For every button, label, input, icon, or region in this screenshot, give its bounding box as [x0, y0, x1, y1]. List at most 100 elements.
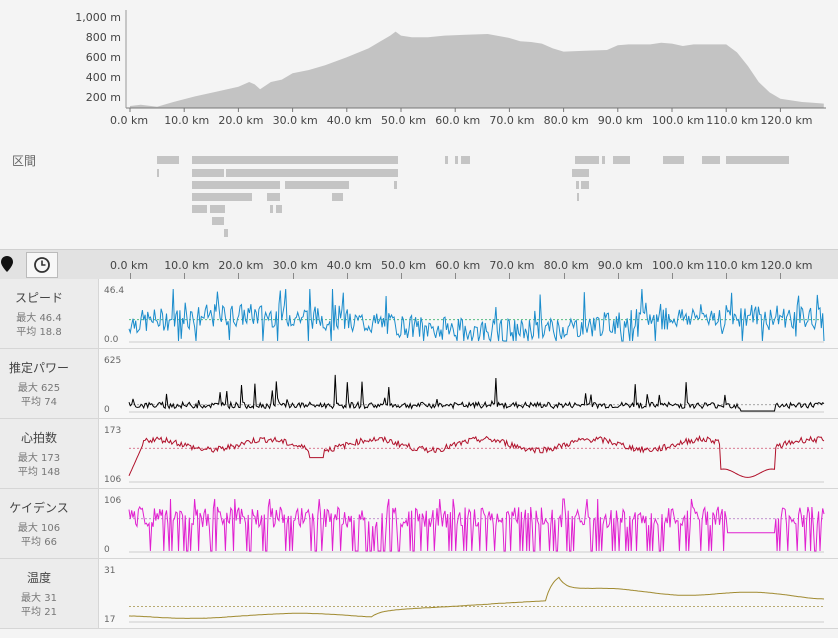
elevation-x-tick-label: 30.0 km: [272, 114, 318, 127]
segment-bar[interactable]: [455, 156, 458, 164]
distance-axis-tick-label: 10.0 km: [164, 259, 210, 272]
elevation-x-tick-label: 20.0 km: [218, 114, 264, 127]
distance-axis-tick-label: 30.0 km: [272, 259, 318, 272]
metric-y-bottom: 0: [104, 405, 110, 415]
elevation-x-tick-label: 100.0 km: [652, 114, 705, 127]
elevation-x-tick-label: 0.0 km: [110, 114, 149, 127]
segment-bar[interactable]: [192, 205, 207, 213]
metric-avg: 平均 66: [21, 537, 57, 548]
metric-plot[interactable]: 173 106: [99, 419, 838, 488]
distance-axis-tick: [780, 273, 782, 279]
segment-bar[interactable]: [332, 193, 343, 201]
segment-bar[interactable]: [285, 181, 349, 189]
distance-axis-tick-label: 20.0 km: [218, 259, 264, 272]
metric-trace: [128, 434, 825, 478]
segment-bar[interactable]: [575, 156, 599, 164]
metric-trace-plot: [128, 498, 825, 553]
time-mode-button[interactable]: [26, 252, 58, 278]
segment-bar[interactable]: [192, 156, 398, 164]
elevation-x-tick-label: 90.0 km: [597, 114, 643, 127]
metric-row-temperature: 温度 最大 31 平均 21 31 17: [0, 559, 838, 629]
segment-bar[interactable]: [362, 169, 398, 177]
elevation-y-tick-label: 400 m: [85, 71, 121, 84]
segment-bar[interactable]: [577, 193, 579, 201]
map-pin-icon: [1, 256, 13, 272]
metric-y-bottom: 0: [104, 545, 110, 555]
segment-bar[interactable]: [702, 156, 720, 164]
metric-plot[interactable]: 46.4 0.0: [99, 279, 838, 348]
metric-row-power: 推定パワー 最大 625 平均 74 625 0: [0, 349, 838, 419]
segment-bar[interactable]: [192, 181, 280, 189]
segment-bar[interactable]: [192, 169, 224, 177]
segment-bar[interactable]: [726, 156, 789, 164]
segment-bar[interactable]: [212, 217, 224, 225]
distance-axis-tick-label: 50.0 km: [381, 259, 427, 272]
segment-bar[interactable]: [572, 169, 589, 177]
elevation-y-tick-label: 600 m: [85, 51, 121, 64]
metric-max: 最大 31: [21, 593, 57, 604]
segment-bar[interactable]: [270, 205, 273, 213]
distance-axis-tick-label: 90.0 km: [597, 259, 643, 272]
metric-avg: 平均 21: [21, 607, 57, 618]
distance-axis-tick: [238, 273, 240, 279]
segment-bar[interactable]: [394, 181, 397, 189]
distance-axis-tick: [184, 273, 186, 279]
elevation-x-tick-label: 80.0 km: [543, 114, 589, 127]
metric-max: 最大 106: [17, 523, 61, 534]
segment-bar[interactable]: [581, 181, 589, 189]
elevation-x-tick-label: 70.0 km: [489, 114, 535, 127]
segment-bar[interactable]: [576, 181, 579, 189]
segment-bar[interactable]: [602, 156, 605, 164]
elevation-y-tick-label: 1,000 m: [75, 11, 121, 24]
distance-axis-tick: [455, 273, 457, 279]
elevation-y-tick-label: 800 m: [85, 31, 121, 44]
distance-axis-tick: [617, 273, 619, 279]
metric-trace: [128, 498, 825, 552]
metric-label-panel: 推定パワー 最大 625 平均 74: [0, 349, 99, 418]
segment-bar[interactable]: [276, 205, 282, 213]
metric-avg: 平均 18.8: [16, 327, 62, 338]
segment-bar[interactable]: [445, 156, 448, 164]
segment-bar[interactable]: [157, 169, 159, 177]
metric-max: 最大 173: [17, 453, 61, 464]
metric-name: スピード: [14, 291, 63, 305]
distance-axis-tick: [346, 273, 348, 279]
metric-y-top: 173: [104, 426, 122, 436]
segment-bar[interactable]: [663, 156, 684, 164]
distance-axis-tick-label: 120.0 km: [760, 259, 813, 272]
segment-bar[interactable]: [267, 193, 280, 201]
segment-bar[interactable]: [192, 193, 252, 201]
metric-row-heart-rate: 心拍数 最大 173 平均 148 173 106: [0, 419, 838, 489]
distance-axis-tick: [401, 273, 402, 279]
metric-plot[interactable]: 106 0: [99, 489, 838, 558]
elevation-plot: [125, 10, 826, 112]
metric-trace-plot: [128, 374, 825, 413]
metric-trace-plot: [128, 434, 825, 483]
segment-bar[interactable]: [461, 156, 470, 164]
distance-axis-tick: [672, 273, 673, 279]
metric-plot[interactable]: 31 17: [99, 559, 838, 628]
metric-plot[interactable]: 625 0: [99, 349, 838, 418]
metric-avg: 平均 148: [17, 467, 61, 478]
metric-y-bottom: 0.0: [104, 335, 119, 345]
segment-bar[interactable]: [157, 156, 179, 164]
segment-bar[interactable]: [226, 169, 395, 177]
distance-axis-tick-label: 60.0 km: [435, 259, 481, 272]
distance-axis-tick-label: 40.0 km: [326, 259, 372, 272]
distance-axis-tick: [509, 273, 511, 279]
segment-bar[interactable]: [224, 229, 228, 237]
elevation-x-tick-label: 40.0 km: [326, 114, 372, 127]
distance-axis-tick-label: 100.0 km: [652, 259, 705, 272]
metric-trace: [128, 288, 825, 343]
metric-y-top: 625: [104, 356, 122, 366]
metric-max: 最大 625: [17, 383, 61, 394]
segment-bar[interactable]: [210, 205, 225, 213]
elevation-area: [130, 31, 824, 109]
elevation-x-tick-label: 10.0 km: [164, 114, 210, 127]
distance-mode-button[interactable]: [0, 252, 22, 276]
elevation-chart: [0, 0, 838, 135]
metric-avg: 平均 74: [21, 397, 57, 408]
metric-trace: [128, 374, 825, 412]
segment-bar[interactable]: [613, 156, 630, 164]
metric-max: 最大 46.4: [16, 313, 62, 324]
